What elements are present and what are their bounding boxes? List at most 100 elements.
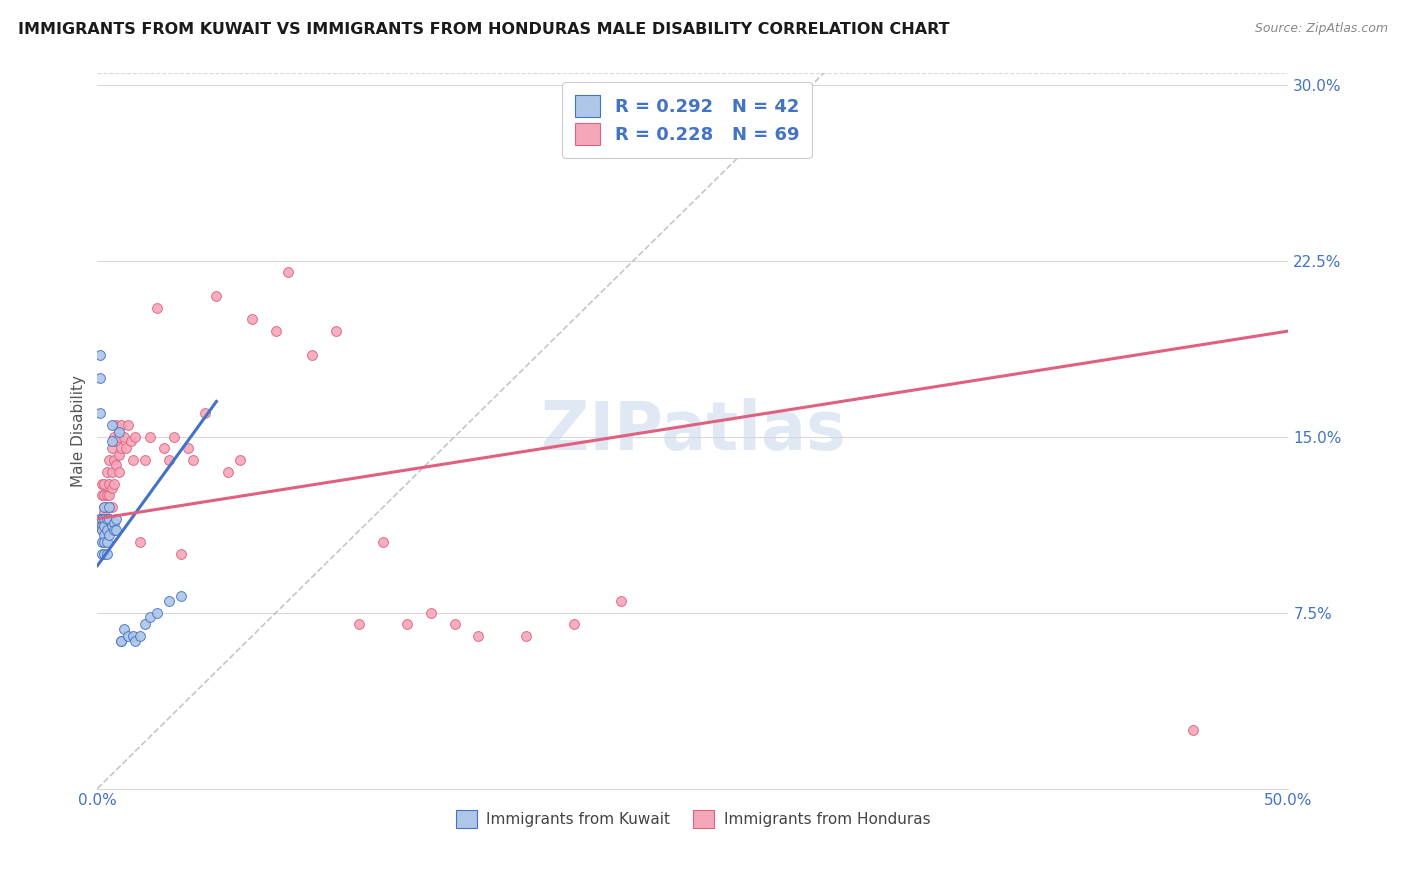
Point (93, 512, 115, 526)
Legend: Immigrants from Kuwait, Immigrants from Honduras: Immigrants from Kuwait, Immigrants from … (450, 804, 936, 835)
Point (93, 505, 115, 519)
Point (217, 465, 239, 479)
Point (100, 417, 122, 432)
Point (96, 512, 118, 526)
Point (103, 516, 125, 531)
Point (105, 524, 128, 538)
Point (162, 429, 184, 443)
Point (105, 512, 128, 526)
Point (146, 606, 169, 620)
Point (110, 417, 132, 432)
Text: IMMIGRANTS FROM KUWAIT VS IMMIGRANTS FROM HONDURAS MALE DISABILITY CORRELATION C: IMMIGRANTS FROM KUWAIT VS IMMIGRANTS FRO… (18, 22, 950, 37)
Point (170, 547, 193, 561)
Point (89, 371, 111, 385)
Point (107, 425, 129, 439)
Point (91, 547, 114, 561)
Point (139, 610, 162, 624)
Point (98, 453, 121, 467)
Point (117, 629, 139, 643)
Point (107, 429, 129, 443)
Point (103, 429, 125, 443)
Point (96, 512, 118, 526)
Point (349, 617, 371, 632)
Point (91, 488, 114, 502)
Point (129, 629, 152, 643)
Point (112, 622, 135, 636)
Point (96, 547, 118, 561)
Point (157, 594, 180, 608)
Point (515, 629, 537, 643)
Point (93, 476, 115, 491)
Point (91, 518, 114, 533)
Point (100, 434, 122, 449)
Point (107, 465, 129, 479)
Point (93, 528, 115, 542)
Point (122, 629, 145, 643)
Point (98, 500, 121, 514)
Text: ZIPatlas: ZIPatlas (540, 398, 845, 464)
Point (562, 617, 585, 632)
Point (91, 524, 114, 538)
Point (107, 449, 129, 463)
Point (98, 476, 121, 491)
Point (129, 535, 152, 549)
Point (89, 406, 111, 420)
Point (96, 500, 118, 514)
Point (112, 429, 135, 443)
Point (181, 453, 204, 467)
Point (96, 488, 118, 502)
Point (96, 465, 118, 479)
Point (264, 324, 287, 338)
Point (373, 535, 395, 549)
Point (229, 453, 252, 467)
Point (98, 512, 121, 526)
Point (98, 488, 121, 502)
Point (443, 617, 465, 632)
Point (467, 629, 489, 643)
Point (103, 453, 125, 467)
Point (110, 633, 132, 648)
Point (110, 442, 132, 456)
Point (134, 617, 156, 632)
Point (193, 406, 215, 420)
Point (105, 434, 128, 449)
Point (93, 488, 115, 502)
Point (124, 633, 146, 648)
Point (89, 518, 111, 533)
Point (100, 500, 122, 514)
Point (89, 347, 111, 361)
Point (91, 512, 114, 526)
Point (103, 476, 125, 491)
Point (117, 417, 139, 432)
Point (134, 453, 156, 467)
Point (98, 512, 121, 526)
Point (93, 547, 115, 561)
Point (610, 594, 633, 608)
Point (98, 528, 121, 542)
Point (153, 442, 176, 456)
Point (100, 465, 122, 479)
Point (177, 442, 200, 456)
Point (93, 535, 115, 549)
Point (93, 512, 115, 526)
Point (89, 512, 111, 526)
Point (93, 518, 115, 533)
Point (91, 524, 114, 538)
Y-axis label: Male Disability: Male Disability (72, 375, 86, 487)
Point (100, 481, 122, 495)
Point (395, 617, 418, 632)
Point (146, 301, 169, 315)
Point (93, 500, 115, 514)
Point (115, 442, 138, 456)
Point (277, 265, 299, 279)
Point (91, 512, 114, 526)
Point (170, 589, 193, 603)
Point (325, 324, 347, 338)
Point (100, 518, 122, 533)
Point (105, 417, 128, 432)
Point (100, 442, 122, 456)
Point (91, 476, 114, 491)
Point (96, 535, 118, 549)
Point (105, 458, 128, 472)
Point (124, 429, 146, 443)
